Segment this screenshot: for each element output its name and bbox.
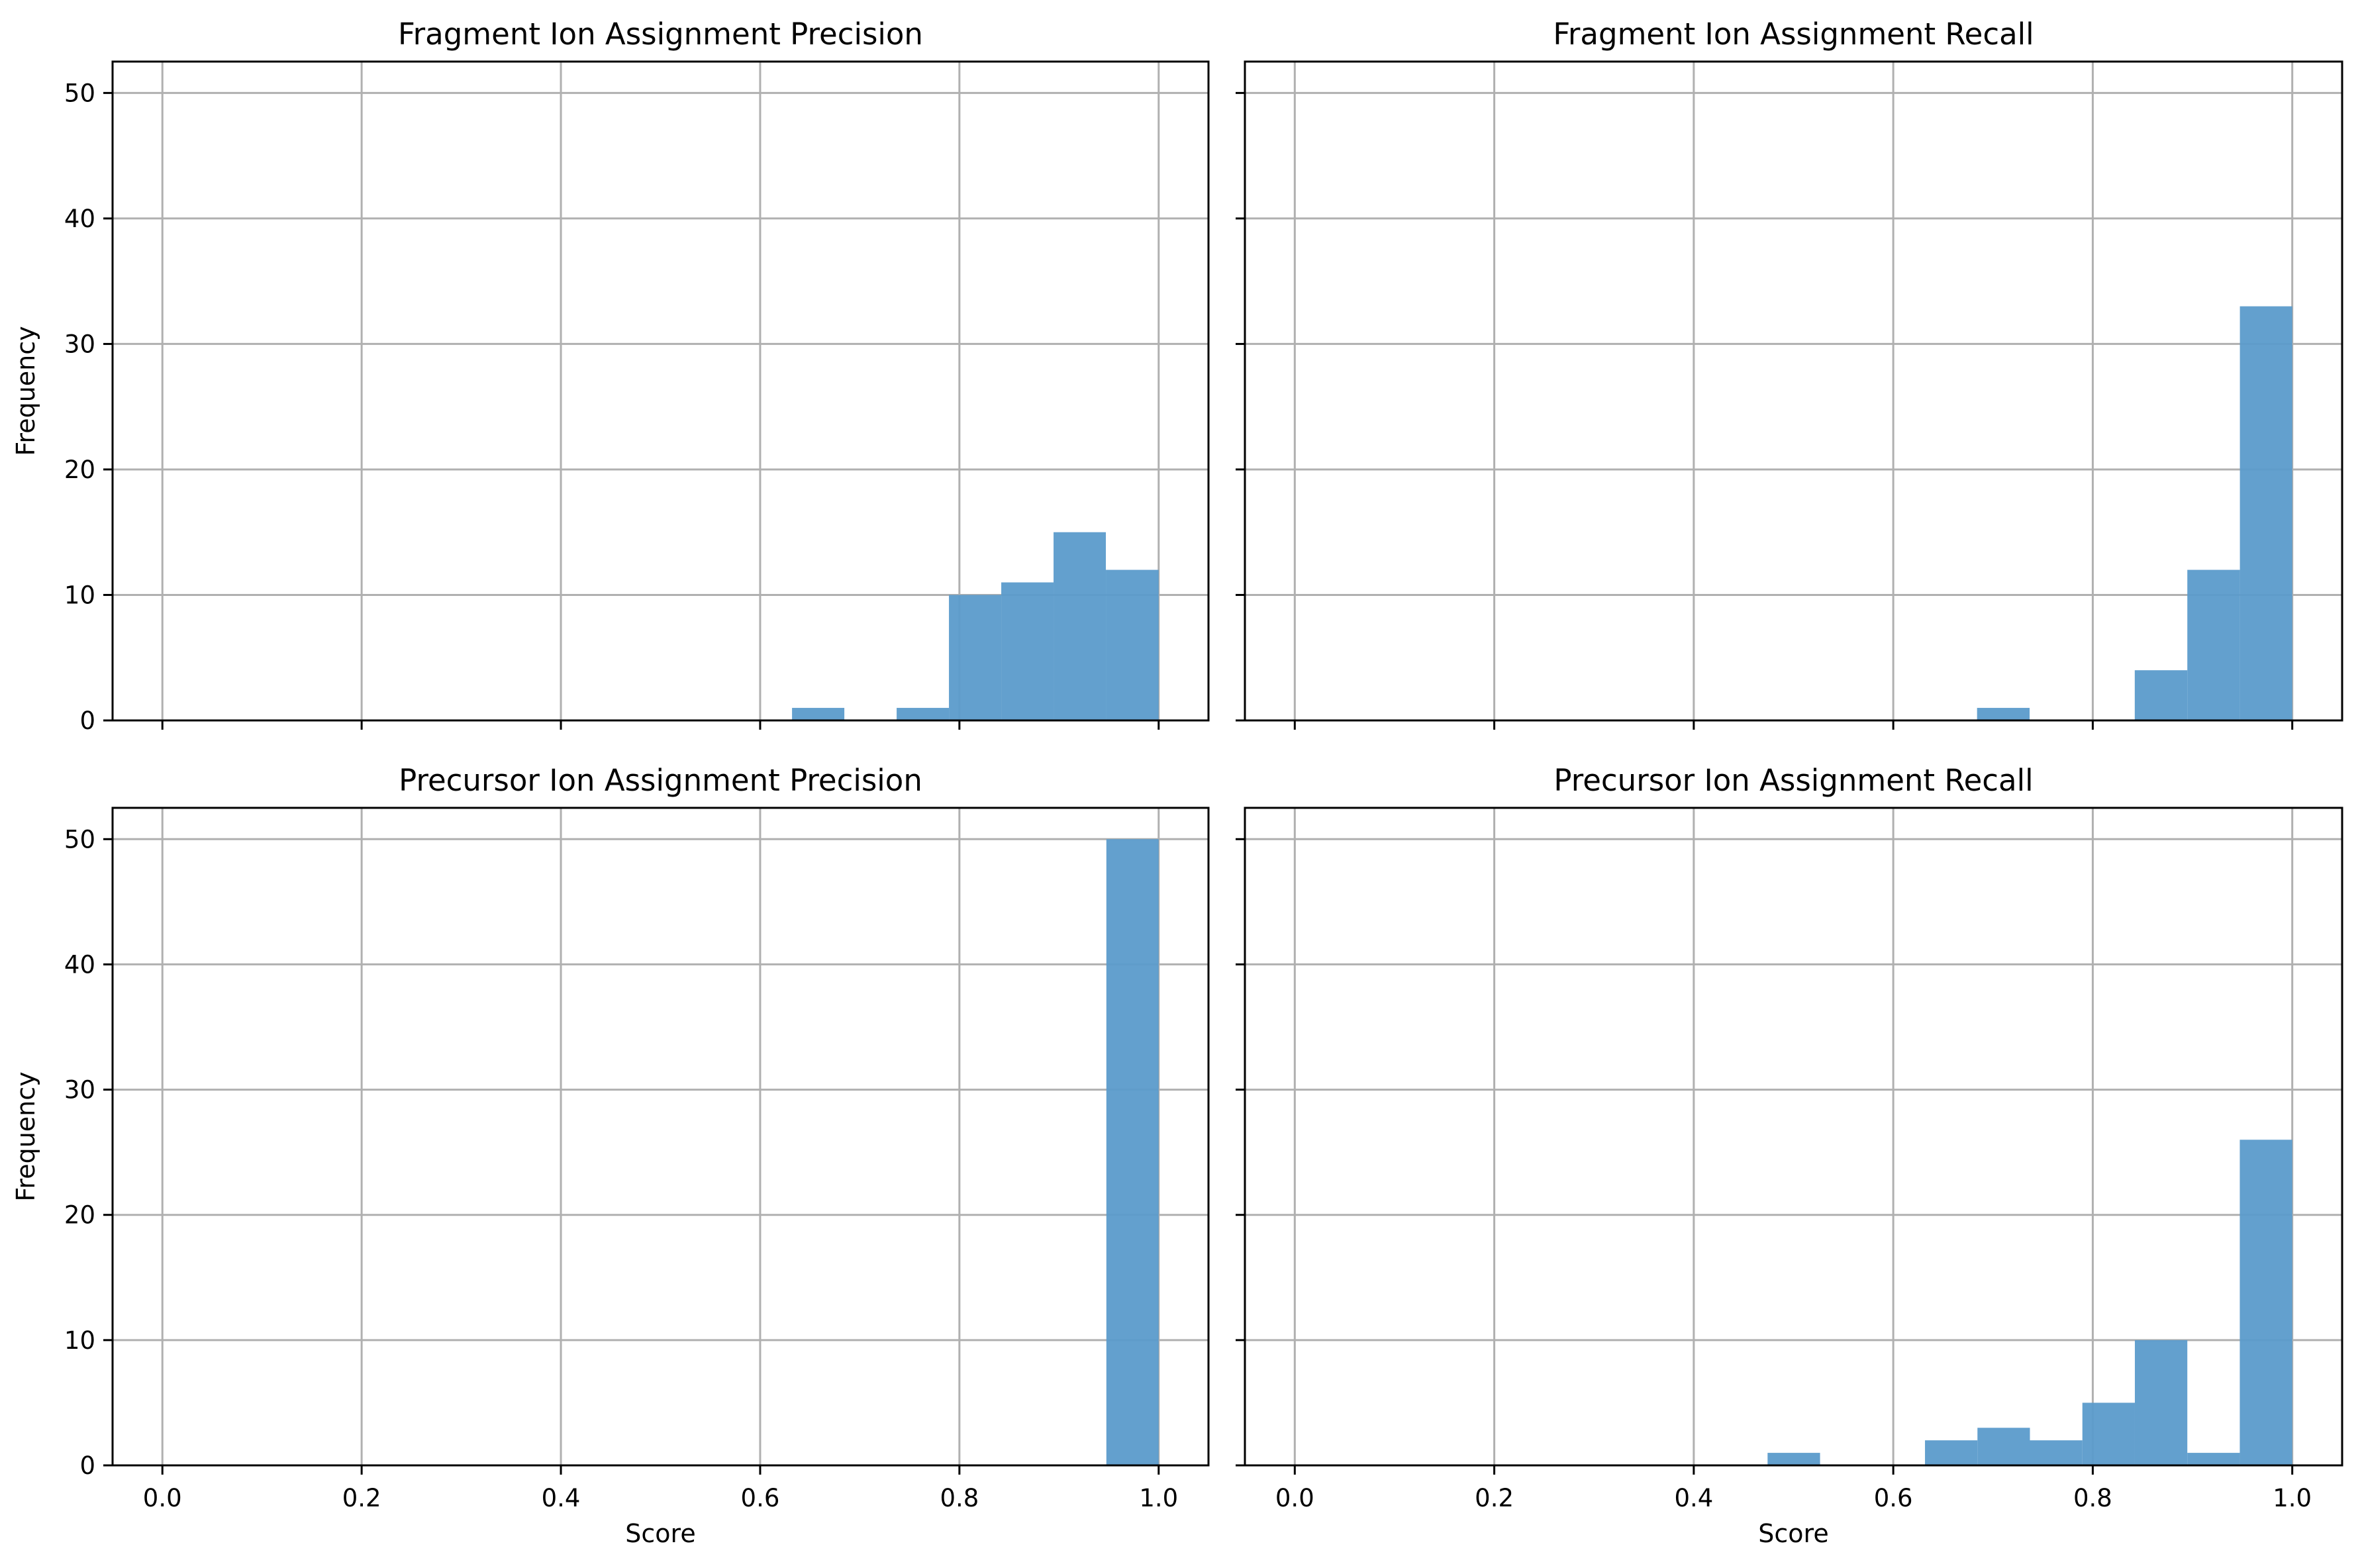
y-tick-label: 20	[64, 1201, 95, 1230]
histogram-bar	[1054, 532, 1107, 720]
y-tick-label: 20	[64, 456, 95, 484]
histogram-bar	[792, 708, 845, 720]
histogram-bar	[1001, 582, 1054, 720]
histogram-bar	[2134, 1340, 2188, 1465]
histogram-bar	[1767, 1453, 1820, 1465]
x-tick-label: 1.0	[2273, 1484, 2312, 1512]
y-tick-label: 0	[79, 1451, 95, 1480]
y-axis-label: Frequency	[11, 1071, 40, 1201]
subplot-3: 0.0 0.2 0.4 0.6 0.8 1.0 0 10 20 30 40 50 Precursor I…	[11, 763, 1210, 1548]
y-axis-label: Frequency	[11, 326, 40, 456]
x-tick-label: 0.8	[940, 1484, 979, 1512]
histogram-bar	[897, 708, 950, 720]
y-tick-label: 50	[64, 79, 95, 107]
histogram-bar	[949, 595, 1002, 720]
subplot-title: Precursor Ion Assignment Precision	[399, 763, 922, 798]
y-tick-label: 10	[64, 1326, 95, 1355]
x-tick-label: 0.6	[741, 1484, 780, 1512]
subplot-title: Fragment Ion Assignment Precision	[398, 17, 923, 52]
x-tick-label: 0.0	[143, 1484, 182, 1512]
histogram-bar	[2134, 670, 2188, 720]
x-axis-label: Score	[625, 1519, 695, 1548]
x-axis-label: Score	[1758, 1519, 1828, 1548]
histogram-bar	[1106, 839, 1159, 1465]
x-tick-label: 0.2	[1475, 1484, 1514, 1512]
subplot-4: 0.0 0.2 0.4 0.6 0.8 1.0 Precursor Ion Assignme…	[1236, 763, 2343, 1548]
histogram-bar	[1925, 1440, 1978, 1465]
axes-frame	[111, 60, 1210, 722]
y-tick-label: 40	[64, 950, 95, 979]
axes-frame	[1244, 60, 2343, 722]
x-tick-label: 0.4	[542, 1484, 581, 1512]
histogram-bar	[2030, 1440, 2083, 1465]
subplot-2: Fragment Ion Assignment Recall	[1236, 17, 2343, 730]
axes-frame	[1244, 807, 2343, 1467]
y-tick-label: 40	[64, 205, 95, 233]
y-tick-label: 30	[64, 1076, 95, 1104]
y-tick-label: 50	[64, 825, 95, 854]
subplot-title: Fragment Ion Assignment Recall	[1553, 17, 2034, 52]
axes-frame	[111, 807, 1210, 1467]
x-tick-label: 0.4	[1674, 1484, 1713, 1512]
x-tick-label: 0.2	[342, 1484, 381, 1512]
subplot-title: Precursor Ion Assignment Recall	[1553, 763, 2033, 798]
subplot-1: 0 10 20 30 40 50 Fragment Ion Assignment Preci…	[11, 17, 1210, 735]
y-tick-label: 0	[79, 707, 95, 735]
histogram-bar	[2187, 1453, 2240, 1465]
histogram-bar	[2187, 569, 2240, 720]
histogram-bar	[1106, 569, 1159, 720]
histogram-bar	[1977, 708, 2030, 720]
x-tick-label: 0.0	[1275, 1484, 1314, 1512]
histogram-bar	[2239, 306, 2292, 721]
y-tick-label: 30	[64, 330, 95, 358]
histogram-bar	[1977, 1428, 2030, 1465]
histogram-bar	[2239, 1140, 2292, 1465]
y-tick-label: 10	[64, 581, 95, 609]
x-tick-label: 1.0	[1139, 1484, 1178, 1512]
x-tick-label: 0.6	[1874, 1484, 1913, 1512]
x-tick-label: 0.8	[2073, 1484, 2112, 1512]
histogram-bar	[2082, 1402, 2135, 1465]
